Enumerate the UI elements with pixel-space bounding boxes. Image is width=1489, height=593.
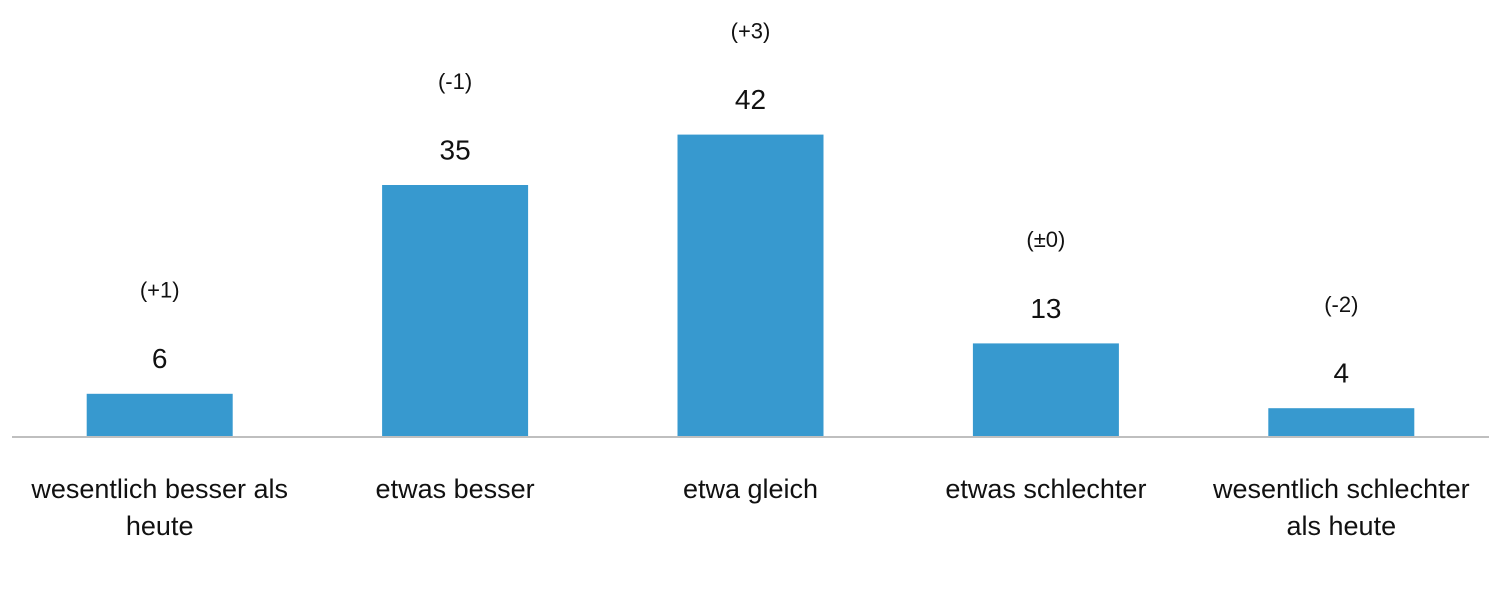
value-label: 13 <box>1030 293 1061 324</box>
change-label: (±0) <box>1026 227 1065 252</box>
x-tick-label: etwas besser <box>375 474 535 504</box>
value-label: 6 <box>152 343 168 374</box>
value-label: 35 <box>440 134 471 165</box>
bar <box>86 393 233 437</box>
change-label: (+3) <box>731 18 771 43</box>
value-label: 42 <box>735 84 766 115</box>
value-label: 4 <box>1334 358 1350 389</box>
bar <box>382 185 529 437</box>
x-tick-label: wesentlich schlechter als heute <box>1212 474 1470 541</box>
x-tick-label: etwa gleich <box>682 474 819 504</box>
bar <box>972 343 1119 437</box>
change-label: (+1) <box>140 278 180 303</box>
change-label: (-2) <box>1324 292 1358 317</box>
bar <box>677 134 824 437</box>
change-label: (-1) <box>438 69 472 94</box>
x-tick-label: etwas schlechter <box>945 474 1147 504</box>
bar <box>1268 408 1415 437</box>
x-tick-label: wesentlich besser als heute <box>31 474 288 541</box>
